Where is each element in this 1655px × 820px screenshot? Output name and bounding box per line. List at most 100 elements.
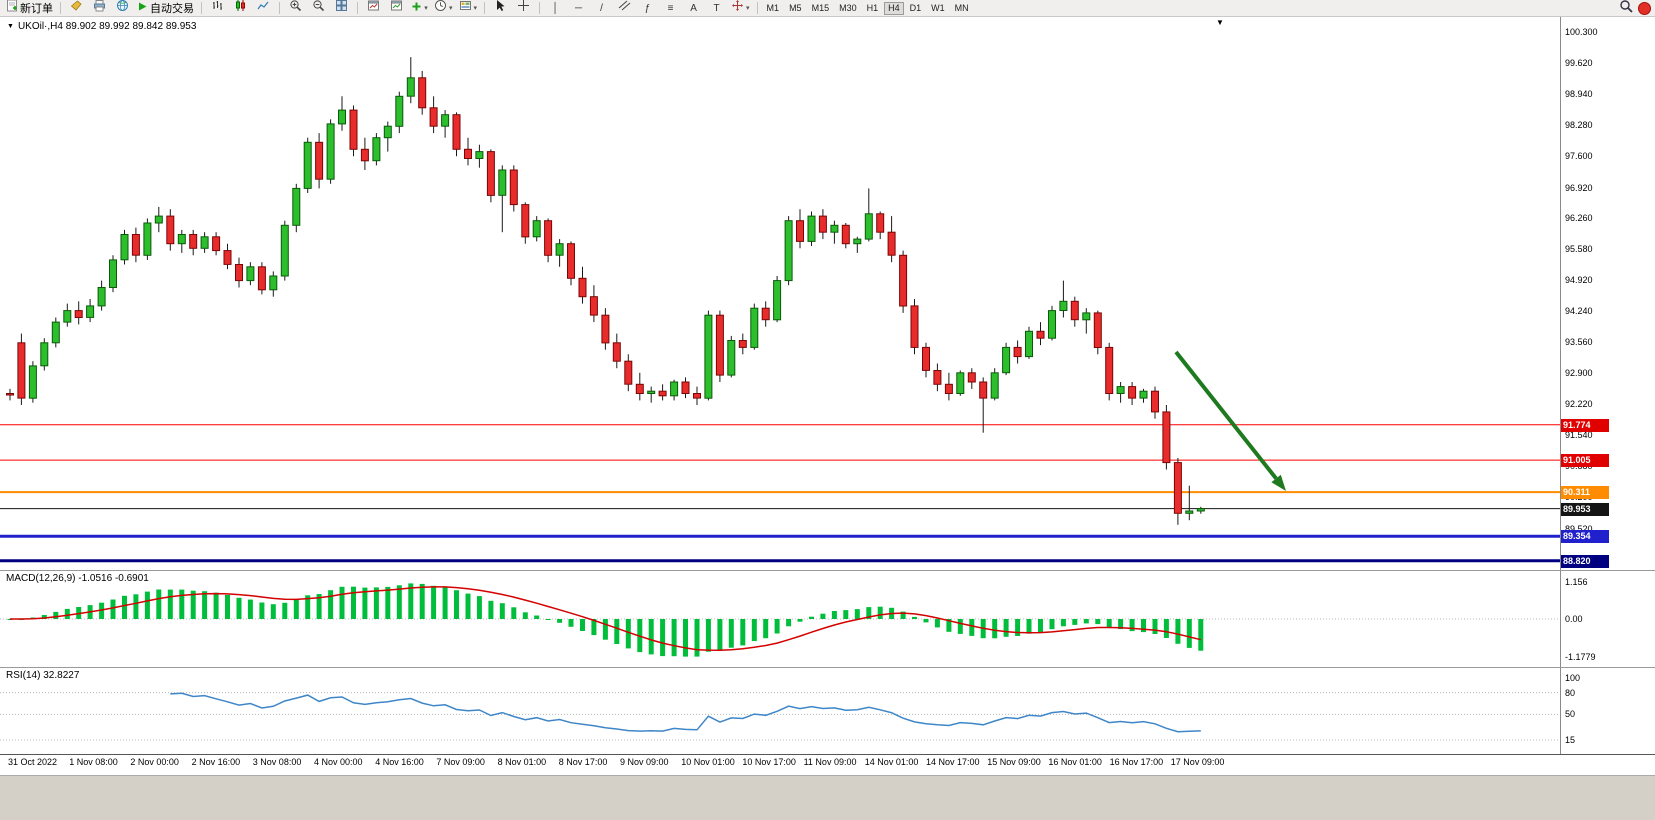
price-tag: 89.354 <box>1561 530 1609 544</box>
time-axis-label: 15 Nov 09:00 <box>987 757 1041 767</box>
zoom-in-icon <box>289 0 302 17</box>
timeframe-m1[interactable]: M1 <box>766 2 780 13</box>
timeframe-mn[interactable]: MN <box>954 2 969 13</box>
separator <box>756 2 758 14</box>
candlestick-icon <box>234 0 247 17</box>
macd-axis-label: -1.1779 <box>1565 651 1596 662</box>
zoom-in-button[interactable] <box>285 0 306 17</box>
template-icon <box>459 0 472 17</box>
fibonacci-button[interactable]: ƒ <box>637 1 658 16</box>
line-chart-button[interactable] <box>253 1 274 16</box>
macd-canvas[interactable] <box>0 571 1560 667</box>
periods-button[interactable]: ▾ <box>432 0 455 16</box>
shapes-button[interactable]: ≡ <box>660 1 681 16</box>
rsi-axis-label: 80 <box>1565 687 1576 698</box>
navigator-button[interactable] <box>386 0 407 16</box>
arrows-icon <box>731 0 744 17</box>
time-axis-label: 2 Nov 00:00 <box>130 757 179 767</box>
separator <box>484 2 486 14</box>
time-axis-label: 16 Nov 01:00 <box>1048 757 1102 767</box>
community-button[interactable] <box>112 0 133 16</box>
macd-axis-label: 0.00 <box>1565 614 1583 624</box>
time-axis-label: 4 Nov 00:00 <box>314 757 363 767</box>
timeframe-m30[interactable]: M30 <box>839 2 857 13</box>
macd-panel[interactable] <box>0 571 1560 672</box>
time-axis-label: 10 Nov 17:00 <box>742 757 796 767</box>
chevron-down-icon: ▾ <box>449 5 453 12</box>
chart-title: ▼ UKOil·,H4 89.902 89.992 89.842 89.953 <box>7 21 196 32</box>
arrows-button[interactable]: ▾ <box>729 0 752 17</box>
panel-splitter[interactable] <box>0 667 1655 668</box>
timeframe-d1[interactable]: D1 <box>909 2 922 13</box>
indicator-window-button[interactable] <box>363 0 384 16</box>
add-indicator-icon <box>411 0 422 17</box>
tile-windows-button[interactable] <box>331 0 352 16</box>
chart-menu-icon[interactable]: ▼ <box>7 23 14 30</box>
new-order-button[interactable]: 新订单 <box>4 0 55 16</box>
price-axis-label: 92.900 <box>1565 367 1593 378</box>
zoom-out-icon <box>312 0 325 17</box>
search-button[interactable] <box>1615 0 1636 16</box>
chart-shift-marker-icon[interactable]: ▼ <box>1216 18 1224 27</box>
candlestick-canvas[interactable] <box>0 17 1560 570</box>
time-axis-label: 17 Nov 09:00 <box>1170 757 1225 767</box>
print-button[interactable] <box>89 0 110 16</box>
zoom-out-button[interactable] <box>308 0 329 17</box>
notification-badge[interactable] <box>1638 1 1651 15</box>
time-axis-label: 14 Nov 01:00 <box>864 757 919 767</box>
add-indicator-button[interactable]: ▾ <box>409 1 430 16</box>
cursor-button[interactable] <box>490 0 511 16</box>
auto-trading-button[interactable]: 自动交易 <box>135 1 196 16</box>
candlestick-chart-button[interactable] <box>230 0 251 17</box>
timeframe-h1[interactable]: H1 <box>866 2 879 13</box>
rsi-axis-label: 15 <box>1565 734 1576 745</box>
fibonacci-icon: ƒ <box>644 2 651 14</box>
channel-button[interactable] <box>614 0 635 17</box>
toolbar: 新订单 自动交易 ▾ ▾ ▾ │ ─ / ƒ ≡ A T <box>0 0 1655 17</box>
signals-button[interactable] <box>66 0 87 16</box>
timeframe-w1[interactable]: W1 <box>931 2 945 13</box>
horizontal-line-button[interactable]: ─ <box>568 1 589 16</box>
separator <box>357 2 358 14</box>
main-chart[interactable] <box>0 17 1560 575</box>
label-button[interactable]: T <box>706 1 727 16</box>
time-axis-label: 31 Oct 2022 <box>8 757 58 767</box>
time-axis-label: 7 Nov 09:00 <box>436 757 485 767</box>
price-axis-label: 92.220 <box>1565 399 1593 410</box>
panel-splitter[interactable] <box>0 570 1655 571</box>
new-order-label: 新订单 <box>20 3 53 15</box>
time-axis-border <box>0 754 1655 755</box>
macd-axis-label: 1.156 <box>1565 577 1588 587</box>
rsi-panel[interactable] <box>0 668 1560 759</box>
separator <box>279 2 280 14</box>
text-button[interactable]: A <box>683 1 704 16</box>
window-bottom-strip <box>0 775 1655 820</box>
rsi-canvas[interactable] <box>0 668 1560 754</box>
chevron-down-icon: ▾ <box>746 5 750 12</box>
trendline-button[interactable]: / <box>591 1 612 16</box>
price-axis-label: 94.920 <box>1565 274 1593 285</box>
vertical-line-button[interactable]: │ <box>545 1 566 16</box>
timeframe-h4[interactable]: H4 <box>884 1 904 15</box>
price-axis-label: 98.940 <box>1565 89 1593 100</box>
price-tag: 88.820 <box>1561 554 1609 568</box>
bar-chart-button[interactable] <box>207 1 228 16</box>
separator <box>539 2 541 14</box>
shapes-icon: ≡ <box>667 2 674 14</box>
chevron-down-icon: ▾ <box>424 5 428 12</box>
time-axis-label: 9 Nov 09:00 <box>620 757 669 767</box>
chart-title-text: UKOil·,H4 89.902 89.992 89.842 89.953 <box>17 21 197 32</box>
channel-icon <box>618 0 631 17</box>
timeframe-m5[interactable]: M5 <box>789 2 802 13</box>
crosshair-button[interactable] <box>513 0 534 16</box>
chevron-down-icon: ▾ <box>473 5 478 12</box>
rsi-label: RSI(14) 32.8227 <box>6 670 80 681</box>
price-axis-label: 95.580 <box>1565 244 1593 255</box>
price-axis-label: 100.300 <box>1565 26 1598 37</box>
separator <box>60 2 61 14</box>
rsi-axis-label: 50 <box>1565 709 1576 720</box>
timeframe-m15[interactable]: M15 <box>811 2 830 13</box>
template-button[interactable]: ▾ <box>457 1 480 16</box>
price-axis-label: 89.520 <box>1565 523 1593 534</box>
